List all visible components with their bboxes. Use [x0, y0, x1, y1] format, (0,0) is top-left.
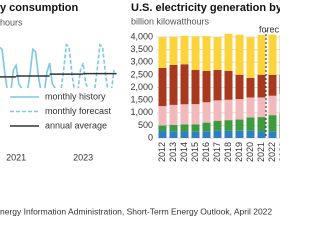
bar-segment	[268, 95, 277, 116]
bar-segment	[158, 131, 167, 138]
bar-segment	[279, 35, 288, 76]
bar-segment	[257, 117, 266, 132]
bar-segment	[213, 100, 222, 121]
bar-segment	[235, 119, 244, 131]
x-tick-label: 2021	[6, 152, 26, 162]
bar-segment	[180, 104, 189, 125]
bar-segment	[213, 130, 222, 138]
bar-segment	[279, 75, 288, 94]
y-tick-label: 2,000	[130, 82, 153, 92]
x-tick-label: 2023	[278, 142, 280, 162]
bar-segment	[158, 125, 167, 132]
y-tick-label: 0	[148, 132, 153, 142]
bar-segment	[191, 131, 200, 138]
bar-segment	[224, 33, 233, 71]
bar-segment	[169, 124, 178, 132]
x-tick-label: 2013	[168, 142, 178, 162]
x-tick-label: 2016	[201, 142, 211, 162]
y-tick-label: 1,000	[130, 107, 153, 117]
bar-segment	[191, 70, 200, 105]
bar-segment	[246, 117, 255, 131]
y-tick-label: 500	[138, 120, 153, 130]
bar-segment	[169, 131, 178, 138]
bar-segment	[169, 64, 178, 105]
bar-segment	[268, 34, 277, 76]
x-tick-label: 2022	[267, 142, 277, 162]
bar-segment	[169, 36, 178, 65]
bar-segment	[246, 37, 255, 78]
bar-segment	[268, 131, 277, 138]
bar-segment	[158, 36, 167, 68]
bar-segment	[268, 75, 277, 96]
y-tick-label: 1,500	[130, 95, 153, 105]
x-tick-label: 2023	[73, 152, 93, 162]
chart-subtitle: hours	[0, 17, 23, 27]
bar-segment	[279, 113, 288, 132]
y-tick-label: 3,500	[130, 44, 153, 54]
bar-segment	[268, 115, 277, 132]
bar-segment	[180, 35, 189, 65]
chart-title: y consumption	[0, 2, 79, 14]
bar-segment	[191, 124, 200, 132]
x-tick-label: 2019	[234, 142, 244, 162]
bar-segment	[158, 67, 167, 107]
bar-segment	[202, 131, 211, 138]
legend-label: monthly forecast	[45, 106, 112, 116]
bar-segment	[169, 104, 178, 125]
bar-segment	[279, 93, 288, 114]
x-tick-label: 2012	[157, 142, 167, 162]
legend-label: monthly history	[45, 91, 106, 101]
bar-segment	[279, 131, 288, 138]
bar-segment	[257, 34, 266, 75]
bar-segment	[246, 130, 255, 138]
bar-segment	[202, 70, 211, 103]
bar-segment	[191, 104, 200, 125]
bar-segment	[224, 99, 233, 121]
forecast-label: forec	[259, 24, 280, 34]
bar-segment	[235, 130, 244, 138]
chart-subtitle: billion kilowatthours	[131, 16, 210, 26]
bar-segment	[235, 99, 244, 120]
bar-segment	[224, 130, 233, 138]
bar-segment	[158, 106, 167, 126]
bar-segment	[202, 122, 211, 132]
bar-segment	[180, 64, 189, 105]
bar-segment	[180, 131, 189, 138]
x-tick-label: 2015	[190, 142, 200, 162]
y-tick-label: 3,000	[130, 57, 153, 67]
bar-segment	[213, 120, 222, 131]
bar-segment	[180, 124, 189, 132]
bar-segment	[257, 97, 266, 118]
y-tick-label: 2,500	[130, 69, 153, 79]
x-tick-label: 2020	[245, 142, 255, 162]
y-tick-label: 4,000	[130, 31, 153, 41]
page: y consumption hours U.S. electricity gen…	[0, 1, 305, 217]
x-tick-label: 2014	[179, 142, 189, 162]
bar-segment	[191, 36, 200, 71]
bar-segment	[224, 70, 233, 100]
x-tick-label: 2017	[212, 142, 222, 162]
source-note: nergy Information Administration, Short-…	[0, 206, 272, 216]
bar-segment	[202, 36, 211, 71]
chart: y consumption hours U.S. electricity gen…	[0, 2, 305, 216]
bar-segment	[246, 77, 255, 98]
chart-title: U.S. electricity generation by sou	[131, 2, 280, 14]
bar-segment	[257, 74, 266, 98]
bar-segment	[224, 120, 233, 131]
legend-label: annual average	[45, 120, 107, 130]
bar-segment	[235, 34, 244, 75]
bar-segment	[202, 102, 211, 123]
bar-segment	[257, 131, 266, 138]
bar-segment	[213, 37, 222, 70]
x-tick-label: 2018	[223, 142, 233, 162]
bar-segment	[213, 69, 222, 101]
bar-segment	[235, 74, 244, 100]
bar-segment	[246, 97, 255, 118]
x-tick-label: 2021	[256, 142, 266, 162]
